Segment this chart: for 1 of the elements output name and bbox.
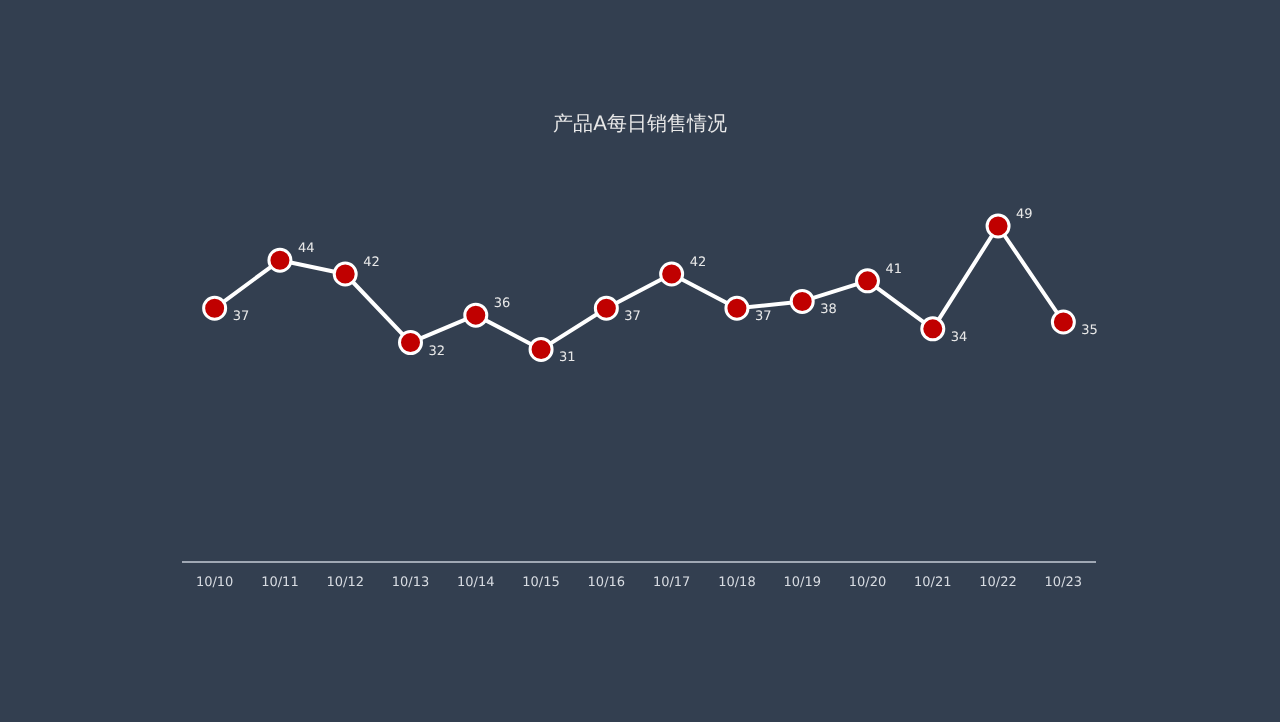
title: 产品A每日销售情况 xyxy=(553,114,727,136)
